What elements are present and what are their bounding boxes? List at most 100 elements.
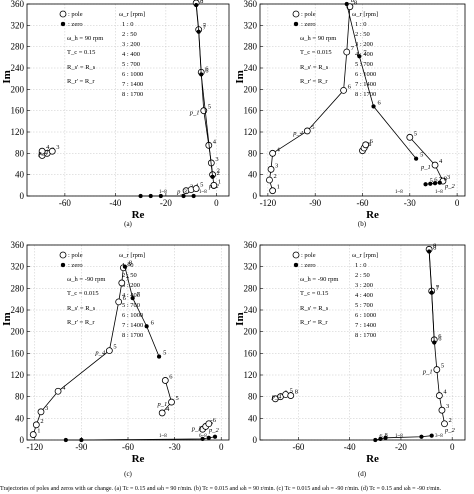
- param-tc: T_c = 0.015: [67, 290, 99, 297]
- legend-pole-label: : pole: [301, 252, 316, 259]
- zero-trajectory-zeros: [195, 5, 213, 177]
- y-tick-label: 80: [248, 392, 258, 402]
- y-tick-label: 280: [11, 42, 25, 52]
- point-label: 7: [203, 25, 207, 32]
- zero-marker: [191, 193, 196, 199]
- legend-speed-entry: 6 : 1000: [122, 71, 143, 78]
- param-omega-h: ω_h = -90 rpm: [67, 276, 105, 283]
- legend-speed-entry: 1 : 0: [355, 262, 367, 269]
- range-annotation: 1~8: [199, 190, 207, 195]
- pole-marker: [435, 392, 443, 399]
- y-tick-label: 240: [244, 63, 258, 73]
- x-tick-label: -60: [292, 442, 304, 452]
- y-tick-label: 360: [11, 240, 25, 250]
- zero-marker: [371, 104, 376, 109]
- legend-speed-entry: 7 : 1400: [355, 81, 376, 88]
- legend-zero-label: : zero: [68, 262, 83, 269]
- legend-pole-marker: [292, 10, 300, 18]
- point-label: 8: [127, 261, 130, 268]
- param-tc: T_c = 0.15: [67, 49, 95, 56]
- point-label: 4: [46, 144, 50, 151]
- y-tick-label: 40: [248, 170, 258, 180]
- zero-marker: [199, 72, 204, 77]
- param-rr: R_r' = R_r: [300, 319, 328, 326]
- param-rs: R_s' = R_s: [300, 305, 329, 312]
- legend-speed-entry: 7 : 1400: [122, 322, 143, 329]
- point-label: 6: [370, 138, 374, 145]
- x-tick-label: -120: [260, 198, 277, 208]
- y-tick-label: 200: [244, 84, 258, 94]
- y-tick-label: 240: [11, 305, 25, 315]
- legend-speed-entry: 2 : 50: [355, 31, 370, 38]
- legend-speed-entry: 4 : 400: [122, 51, 140, 58]
- y-tick-label: 120: [244, 127, 258, 137]
- plot-frame: [26, 3, 230, 197]
- legend-speed-entry: 2 : 50: [122, 31, 137, 38]
- pole-marker: [266, 176, 273, 184]
- legend-speed-title: ω_r [rpm]: [119, 252, 145, 259]
- point-label: 5: [441, 363, 444, 370]
- point-label: 3: [447, 174, 450, 181]
- point-label: 7: [436, 286, 440, 293]
- range-annotation: 1~8: [159, 434, 167, 439]
- legend-speed-entry: 8 : 1700: [355, 332, 376, 339]
- legend-speed-entry: 5 : 700: [122, 302, 140, 309]
- curve-label: p_4: [37, 150, 49, 157]
- point-label: 2: [217, 168, 220, 175]
- legend-speed-entry: 3 : 200: [355, 41, 373, 48]
- y-tick-label: 280: [244, 42, 258, 52]
- legend-speed-entry: 6 : 1000: [355, 71, 376, 78]
- pole-marker: [32, 421, 40, 429]
- pole-marker: [37, 408, 45, 416]
- legend-speed-entry: 6 : 1000: [355, 312, 376, 319]
- legend-speed-entry: 8 : 1700: [355, 91, 376, 98]
- param-rs: R_s' = R_s: [67, 305, 96, 312]
- point-label: 6: [169, 373, 173, 380]
- param-tc: T_c = 0.15: [300, 290, 328, 297]
- curve-label: p_2: [444, 183, 456, 190]
- x-tick-label: -40: [344, 442, 356, 452]
- range-annotation: 6~8: [199, 434, 207, 439]
- legend-pole-label: : pole: [301, 11, 316, 18]
- pole-marker: [343, 48, 351, 56]
- pole-marker: [340, 87, 347, 94]
- curve-label: p_2: [208, 183, 220, 190]
- y-tick-label: 40: [15, 413, 25, 423]
- legend-pole-marker: [292, 251, 300, 259]
- y-tick-label: 0: [20, 435, 25, 445]
- x-tick-label: -30: [404, 198, 416, 208]
- y-tick-label: 280: [11, 283, 25, 293]
- y-tick-label: 320: [244, 262, 258, 272]
- zero-marker: [429, 290, 434, 295]
- panel-label: (d): [358, 470, 367, 478]
- x-tick-label: 0: [455, 198, 460, 208]
- x-tick-label: -90: [309, 198, 321, 208]
- y-tick-label: 40: [15, 170, 25, 180]
- point-label: 4: [62, 384, 66, 391]
- legend-speed-entry: 8 : 1700: [122, 91, 143, 98]
- x-axis-label: Re: [132, 453, 145, 465]
- legend-speed-entry: 5 : 700: [122, 61, 140, 68]
- y-tick-label: 200: [11, 327, 25, 337]
- x-tick-label: -60: [59, 198, 71, 208]
- panel-label: (a): [124, 220, 132, 228]
- pole-marker: [433, 366, 441, 373]
- point-label: 4: [277, 146, 281, 153]
- point-label: 8: [368, 141, 371, 148]
- curve-label: p_1: [189, 110, 200, 117]
- zero-marker: [63, 437, 68, 443]
- legend-speed-entry: 8 : 1700: [122, 332, 143, 339]
- panel-label: (b): [358, 220, 367, 228]
- legend-speed-entry: 6 : 1000: [122, 312, 143, 319]
- point-label: 5: [420, 152, 423, 159]
- y-tick-label: 80: [248, 148, 258, 158]
- zero-trajectory-zeros: [346, 3, 417, 159]
- x-tick-label: 0: [219, 442, 224, 452]
- param-rr: R_r' = R_r: [67, 78, 95, 85]
- legend-zero-marker: [293, 21, 299, 27]
- y-tick-label: 320: [244, 20, 258, 30]
- point-label: 5: [208, 104, 211, 111]
- x-tick-label: -30: [169, 442, 181, 452]
- legend-speed-entry: 3 : 200: [122, 41, 140, 48]
- y-tick-label: 80: [15, 392, 25, 402]
